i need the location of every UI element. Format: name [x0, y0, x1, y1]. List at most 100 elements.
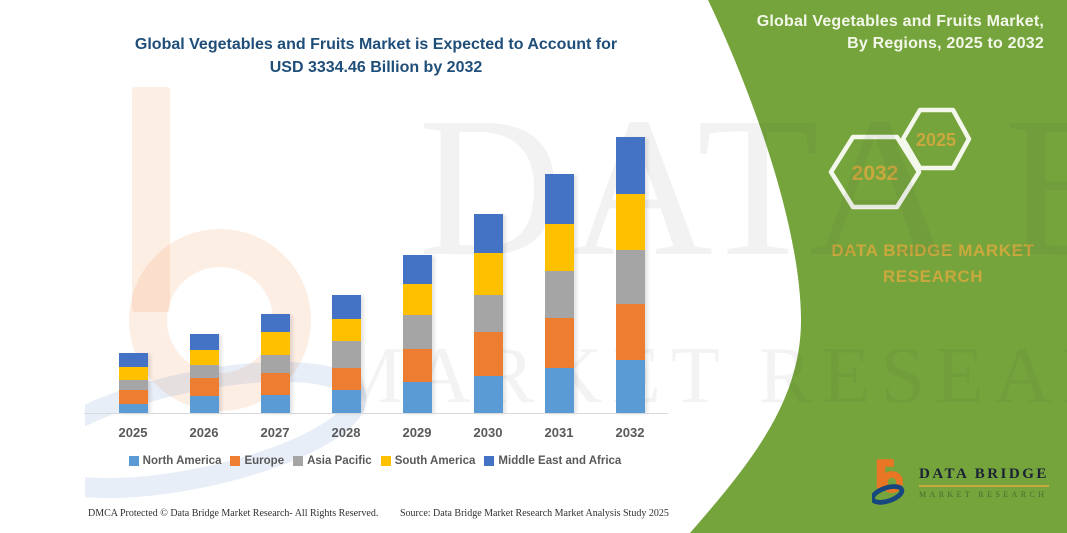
- hexagon-2025-icon: [900, 107, 972, 171]
- footer-source: Source: Data Bridge Market Research Mark…: [400, 508, 669, 519]
- legend-item-north-america: North America: [128, 455, 222, 467]
- bar-segment-2031-europe: [544, 318, 574, 368]
- chart-legend: North America Europe Asia Pacific South Ame…: [72, 455, 678, 467]
- green-panel: [690, 0, 1067, 533]
- bar-column-2027: [260, 313, 290, 413]
- bar-segment-2028-europe: [331, 368, 361, 390]
- bar-segment-2032-south-america: [615, 193, 645, 251]
- sidebar-brand-line2: RESEARCH: [882, 267, 984, 286]
- legend-item-europe: Europe: [230, 455, 284, 467]
- x-axis-labels: 2025 2026 2027 2028 2029 2030 2031 2032: [88, 425, 666, 441]
- legend-swatch: [293, 456, 304, 466]
- legend-swatch: [128, 456, 139, 466]
- hexagon-2025-label: 2025: [916, 130, 956, 150]
- legend-item-middle-east-and-africa: Middle East and Africa: [484, 455, 621, 467]
- bar-segment-2027-north-america: [260, 395, 290, 413]
- bar-column-2028: [331, 294, 361, 413]
- bar-segment-2029-europe: [402, 349, 432, 383]
- x-axis-line: [84, 413, 668, 414]
- legend-label: Europe: [244, 455, 285, 467]
- bar-segment-2026-north-america: [189, 395, 219, 413]
- bar-segment-2030-south-america: [473, 252, 503, 295]
- legend-swatch: [230, 456, 241, 466]
- bar-segment-2031-north-america: [544, 367, 574, 413]
- bar-segment-2032-asia-pacific: [615, 250, 645, 305]
- bar-segment-2029-middle-east-and-africa: [402, 255, 432, 285]
- bar-segment-2028-asia-pacific: [331, 341, 361, 369]
- dbmr-logo-text: DATA BRIDGE MARKET RESEARCH: [919, 458, 1049, 499]
- bar-column-2029: [402, 255, 432, 413]
- bar-segment-2032-europe: [615, 304, 645, 361]
- legend-label: North America: [142, 455, 222, 467]
- bar-segment-2026-europe: [189, 377, 219, 396]
- logo-subtitle: MARKET RESEARCH: [919, 490, 1048, 499]
- x-axis-label-2031: 2031: [544, 425, 574, 440]
- x-axis-label-2025: 2025: [118, 425, 148, 440]
- x-axis-label-2032: 2032: [615, 425, 645, 440]
- bar-segment-2027-asia-pacific: [260, 355, 290, 374]
- bar-segment-2031-middle-east-and-africa: [544, 173, 574, 225]
- bar-segment-2030-asia-pacific: [473, 294, 503, 333]
- bar-segment-2031-asia-pacific: [544, 270, 574, 319]
- bar-segment-2025-south-america: [118, 367, 148, 380]
- x-axis-label-2026: 2026: [189, 425, 219, 440]
- bar-segment-2027-middle-east-and-africa: [260, 313, 290, 333]
- legend-label: Asia Pacific: [307, 455, 372, 467]
- bar-column-2026: [189, 333, 219, 413]
- bar-segment-2030-north-america: [473, 376, 503, 413]
- x-axis-label-2028: 2028: [331, 425, 361, 440]
- bar-segment-2025-asia-pacific: [118, 379, 148, 390]
- bar-segment-2029-north-america: [402, 382, 432, 413]
- bar-segment-2030-middle-east-and-africa: [473, 214, 503, 253]
- bar-segment-2025-north-america: [118, 403, 148, 413]
- bar-column-2032: [615, 137, 645, 413]
- bar-segment-2028-south-america: [331, 319, 361, 342]
- sidebar-title: Global Vegetables and Fruits Market, By …: [620, 11, 1044, 55]
- bar-column-2031: [544, 173, 574, 413]
- hexagon-2032-label: 2032: [852, 162, 899, 185]
- logo-name: DATA BRIDGE: [919, 466, 1049, 487]
- legend-swatch: [484, 456, 495, 466]
- x-axis-label-2027: 2027: [260, 425, 290, 440]
- bar-segment-2027-europe: [260, 373, 290, 395]
- dbmr-logo: DATA BRIDGE MARKET RESEARCH: [872, 458, 1049, 508]
- chart-title-line1: Global Vegetables and Fruits Market is E…: [134, 36, 618, 53]
- bar-segment-2031-south-america: [544, 224, 574, 271]
- hexagon-2032-icon: [828, 134, 922, 210]
- bar-segment-2029-south-america: [402, 284, 432, 316]
- bar-segment-2025-europe: [118, 389, 148, 404]
- bar-segment-2030-europe: [473, 332, 503, 377]
- bar-segment-2026-asia-pacific: [189, 365, 219, 378]
- chart-title: Global Vegetables and Fruits Market is E…: [80, 33, 672, 79]
- legend-label: Middle East and Africa: [498, 455, 622, 467]
- sidebar-title-line2: By Regions, 2025 to 2032: [847, 35, 1044, 52]
- bar-column-2025: [118, 353, 148, 413]
- bar-segment-2032-north-america: [615, 360, 645, 413]
- bar-segment-2027-south-america: [260, 332, 290, 356]
- bar-segment-2025-middle-east-and-africa: [118, 353, 148, 368]
- bar-segment-2026-south-america: [189, 350, 219, 366]
- sidebar-brand-text: DATA BRIDGE MARKET RESEARCH: [812, 238, 1054, 290]
- chart-title-line2: USD 3334.46 Billion by 2032: [269, 59, 483, 76]
- x-axis-label-2030: 2030: [473, 425, 503, 440]
- sidebar-title-line1: Global Vegetables and Fruits Market,: [756, 13, 1044, 30]
- sidebar-brand-line1: DATA BRIDGE MARKET: [831, 241, 1035, 260]
- bar-segment-2032-middle-east-and-africa: [615, 137, 645, 194]
- dbmr-logo-icon: [872, 459, 905, 505]
- legend-swatch: [380, 456, 391, 466]
- legend-label: South America: [394, 455, 476, 467]
- bar-segment-2029-asia-pacific: [402, 315, 432, 350]
- bars-area: [88, 95, 666, 413]
- legend-item-asia-pacific: Asia Pacific: [293, 455, 372, 467]
- x-axis-label-2029: 2029: [402, 425, 432, 440]
- legend-item-south-america: South America: [380, 455, 476, 467]
- bar-segment-2028-middle-east-and-africa: [331, 294, 361, 320]
- bar-segment-2026-middle-east-and-africa: [189, 333, 219, 351]
- bar-column-2030: [473, 214, 503, 413]
- footer-dmca: DMCA Protected © Data Bridge Market Rese…: [88, 508, 379, 519]
- bar-segment-2028-north-america: [331, 389, 361, 413]
